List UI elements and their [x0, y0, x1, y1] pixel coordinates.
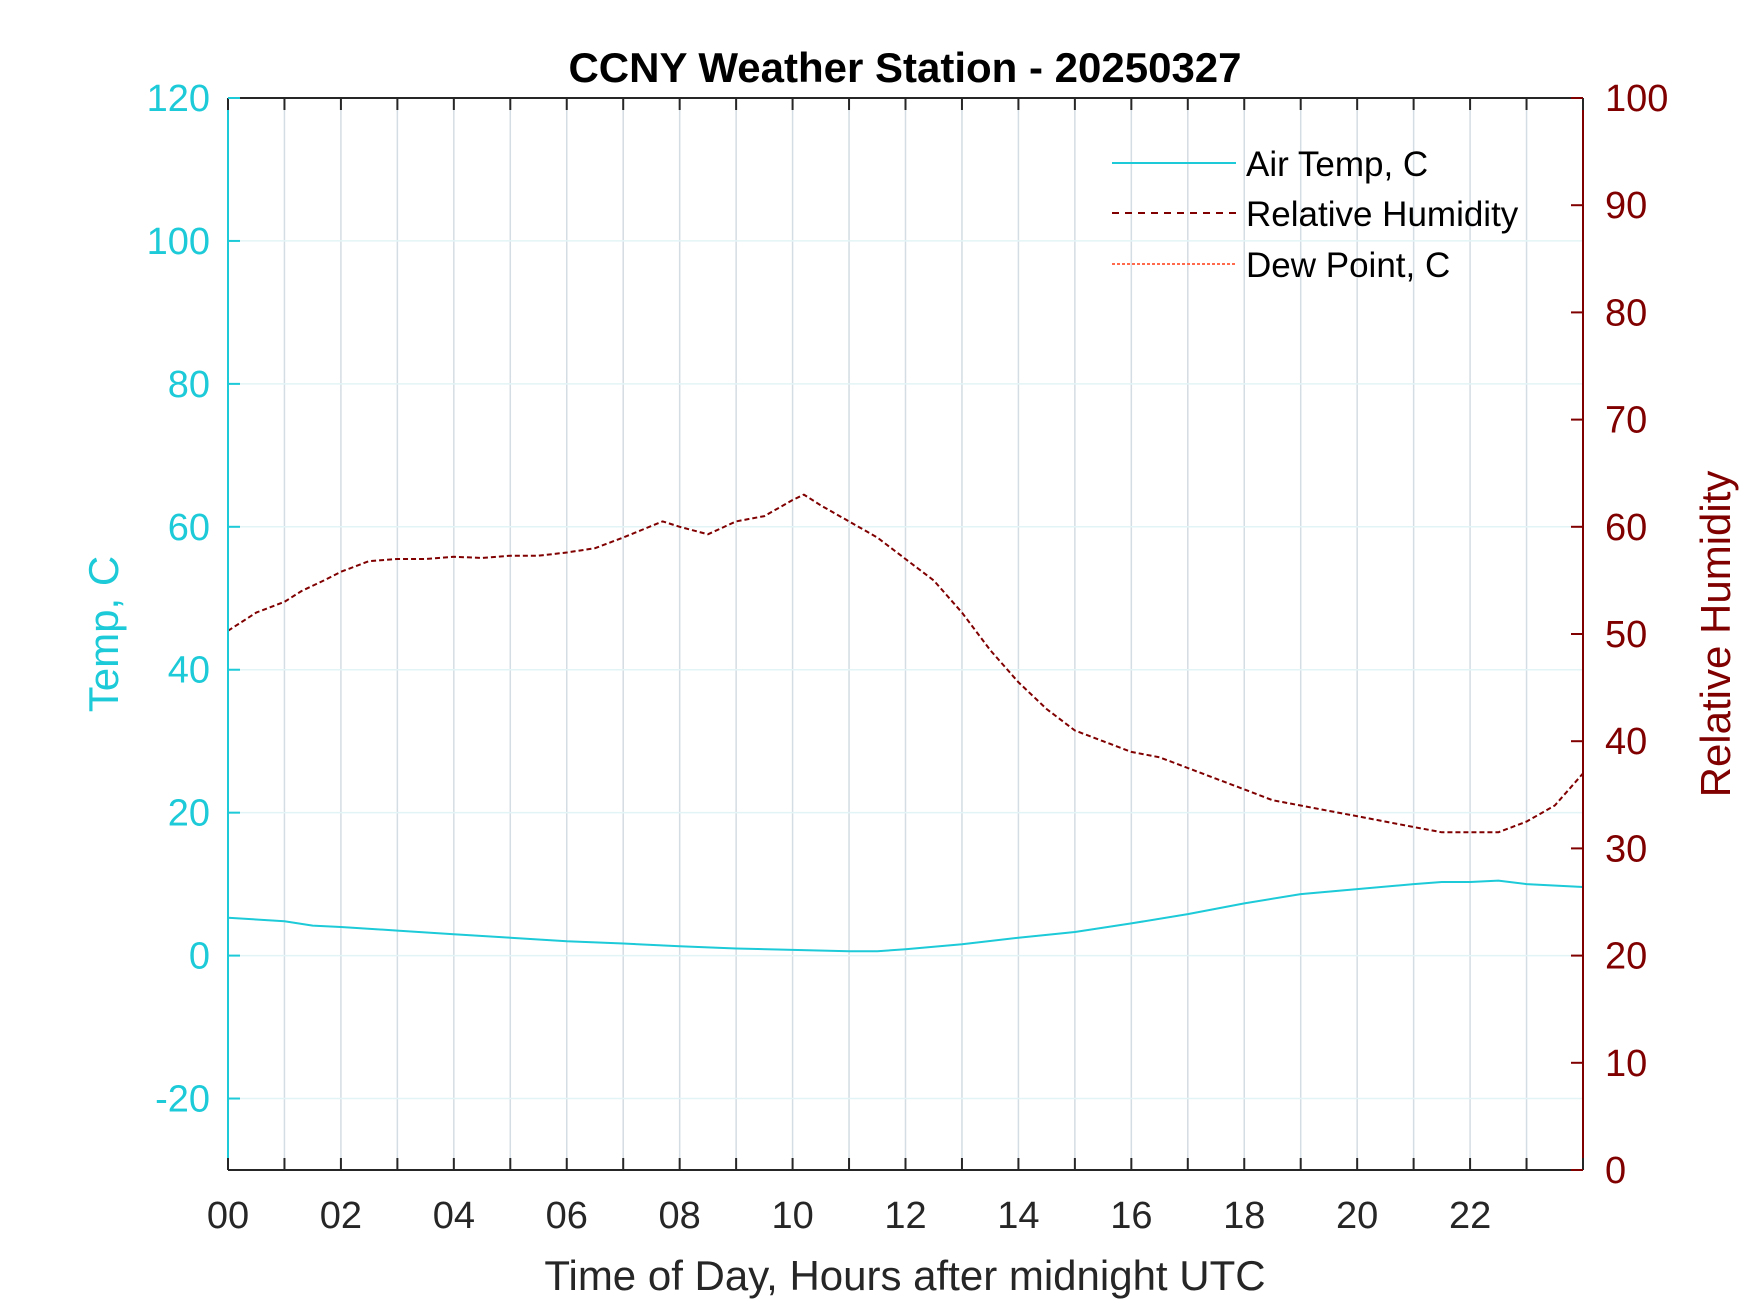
- y-left-tick-label: 20: [168, 793, 210, 835]
- y-axis-left-label: Temp, C: [80, 556, 127, 712]
- y-left-tick-label: 80: [168, 364, 210, 406]
- y-left-tick-label: 60: [168, 507, 210, 549]
- x-tick-label: 08: [659, 1195, 701, 1237]
- legend-label-air-temp: Air Temp, C: [1246, 145, 1428, 184]
- y-left-tick-label: 0: [189, 936, 210, 978]
- x-tick-label: 00: [207, 1195, 249, 1237]
- legend-label-dew-point: Dew Point, C: [1246, 246, 1450, 285]
- y-left-tick-label: 120: [147, 78, 210, 120]
- y-right-tick-label: 50: [1605, 614, 1647, 656]
- x-tick-label: 16: [1110, 1195, 1152, 1237]
- series-lines: [227, 493, 1584, 953]
- x-tick-label: 02: [320, 1195, 362, 1237]
- grid-lines: [228, 97, 1583, 1170]
- series-line-relative-humidity: [227, 493, 1584, 834]
- x-tick-label: 14: [997, 1195, 1039, 1237]
- x-tick-label: 18: [1223, 1195, 1265, 1237]
- y-right-tick-label: 10: [1605, 1043, 1647, 1085]
- y-left-tick-label: 40: [168, 650, 210, 692]
- series-line-air-temp: [227, 879, 1584, 953]
- y-right-tick-label: 30: [1605, 828, 1647, 870]
- y-right-tick-label: 70: [1605, 400, 1647, 442]
- y-left-tick-label: -20: [155, 1079, 210, 1121]
- y-axis-right-label: Relative Humidity: [1692, 471, 1739, 798]
- legend: Air Temp, C Relative Humidity Dew Point,…: [1112, 145, 1519, 285]
- y-right-tick-label: 20: [1605, 936, 1647, 978]
- chart-title: CCNY Weather Station - 20250327: [568, 44, 1241, 91]
- tick-labels: 00 02 04 06 08 10 12 14 16 18 20 22-200204060801001…: [147, 78, 1669, 1237]
- x-axis-label: Time of Day, Hours after midnight UTC: [544, 1252, 1265, 1299]
- x-tick-label: 22: [1449, 1195, 1491, 1237]
- x-tick-label: 04: [433, 1195, 475, 1237]
- axes: [227, 97, 1584, 1171]
- x-tick-label: 06: [546, 1195, 588, 1237]
- legend-label-relative-humidity: Relative Humidity: [1246, 195, 1519, 234]
- y-right-tick-label: 80: [1605, 292, 1647, 334]
- x-tick-label: 20: [1336, 1195, 1378, 1237]
- y-right-tick-label: 60: [1605, 507, 1647, 549]
- y-right-tick-label: 0: [1605, 1150, 1626, 1192]
- x-tick-label: 10: [771, 1195, 813, 1237]
- y-left-tick-label: 100: [147, 221, 210, 263]
- x-tick-label: 12: [884, 1195, 926, 1237]
- y-right-tick-label: 90: [1605, 185, 1647, 227]
- y-right-tick-label: 40: [1605, 721, 1647, 763]
- y-right-tick-label: 100: [1605, 78, 1668, 120]
